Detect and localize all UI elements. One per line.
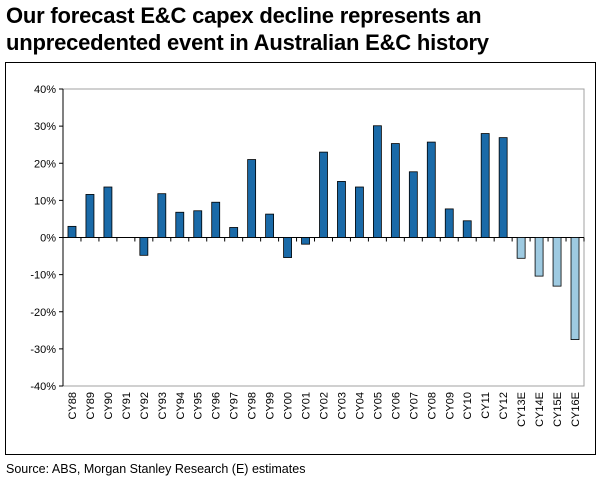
x-tick-label: CY14E [534, 392, 546, 427]
bar-cy08 [426, 141, 436, 238]
x-tick-label: CY11 [480, 392, 492, 419]
source-note: Source: ABS, Morgan Stanley Research (E)… [6, 462, 306, 476]
y-tick-label: -20% [30, 307, 56, 319]
x-tick-label: CY96 [211, 392, 223, 420]
bar-cy88 [67, 225, 77, 238]
y-tick-label: -40% [30, 381, 56, 393]
bar-cy09 [444, 208, 454, 238]
bar-cy99 [265, 213, 275, 238]
bar-cy11 [480, 133, 490, 238]
bar-cy98 [247, 159, 257, 238]
x-tick-label: CY03 [336, 392, 348, 420]
x-tick-label: CY98 [247, 392, 259, 420]
x-tick-label: CY09 [444, 392, 456, 420]
y-tick-label: 10% [34, 195, 56, 207]
x-tick-label: CY05 [372, 392, 384, 420]
bar-cy93 [157, 193, 167, 238]
bar-cy02 [319, 151, 328, 238]
bar-cy94 [175, 211, 185, 238]
bar-cy13e [516, 237, 526, 259]
y-tick-label: 0% [40, 233, 56, 245]
bar-cy03 [337, 181, 346, 238]
bar-cy01 [301, 237, 310, 245]
chart-frame [5, 62, 596, 455]
bar-cy95 [193, 210, 203, 238]
x-tick-label: CY08 [426, 392, 438, 420]
x-tick-label: CY92 [139, 392, 151, 420]
y-tick-label: -30% [30, 344, 56, 356]
x-tick-label: CY00 [283, 392, 295, 420]
x-tick-label: CY13E [516, 392, 528, 427]
x-tick-label: CY10 [462, 392, 474, 420]
x-tick-label: CY89 [85, 392, 97, 420]
x-tick-label: CY97 [229, 392, 241, 420]
x-tick-label: CY06 [390, 392, 402, 420]
bar-cy12 [498, 137, 508, 238]
bar-cy10 [462, 220, 472, 238]
bar-cy89 [85, 194, 95, 238]
x-tick-label: CY01 [301, 392, 313, 420]
bar-cy97 [229, 227, 239, 238]
x-tick-label: CY16E [570, 392, 582, 427]
y-tick-label: 30% [34, 121, 56, 133]
bar-cy05 [372, 125, 382, 238]
x-tick-label: CY93 [157, 392, 169, 420]
x-tick-label: CY07 [408, 392, 420, 420]
x-tick-label: CY02 [319, 392, 331, 420]
chart-title: Our forecast E&C capex decline represent… [6, 3, 489, 55]
x-tick-label: CY12 [498, 392, 510, 420]
x-tick-label: CY99 [265, 392, 277, 420]
bar-cy00 [283, 237, 292, 258]
x-tick-label: CY91 [121, 392, 133, 420]
bar-cy07 [408, 171, 418, 238]
bar-cy90 [103, 186, 113, 238]
x-tick-label: CY15E [552, 392, 564, 427]
x-tick-label: CY04 [354, 392, 366, 420]
bar-cy92 [139, 237, 149, 256]
bar-cy96 [211, 201, 221, 238]
bar-cy14e [534, 237, 544, 277]
x-tick-label: CY94 [175, 392, 187, 420]
bar-cy06 [390, 143, 400, 238]
bar-cy16e [570, 237, 580, 340]
y-tick-label: 20% [34, 158, 56, 170]
x-tick-label: CY88 [67, 392, 79, 420]
y-tick-label: -10% [30, 270, 56, 282]
x-tick-label: CY90 [103, 392, 115, 420]
y-tick-label: 40% [34, 84, 56, 96]
bar-cy04 [355, 186, 364, 238]
x-tick-label: CY95 [193, 392, 205, 420]
bar-cy15e [552, 237, 562, 287]
